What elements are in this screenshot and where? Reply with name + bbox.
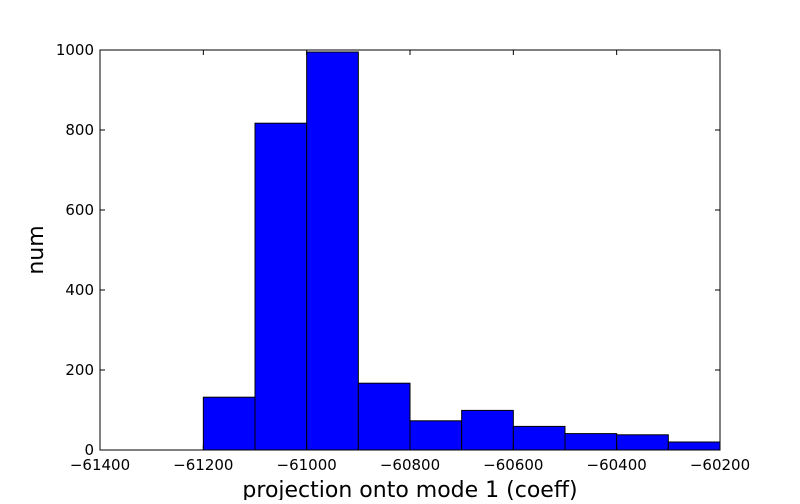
histogram-bar	[409, 420, 463, 451]
y-tick-label: 200	[65, 361, 94, 379]
histogram-bar	[461, 409, 514, 451]
histogram-bar	[616, 434, 669, 451]
x-tick-label: −61200	[173, 456, 233, 474]
histogram-bar	[512, 425, 566, 451]
histogram-bar	[357, 382, 411, 451]
y-tick-label: 800	[65, 121, 94, 139]
y-tick-label: 1000	[56, 41, 94, 59]
y-tick-label: 600	[65, 201, 94, 219]
x-axis-label: projection onto mode 1 (coeff)	[242, 478, 577, 500]
histogram-bar	[254, 122, 308, 451]
histogram-bar	[202, 396, 256, 451]
tick-labels-layer: −61400 −61200 −61000 −60800 −60600 −60400 −602…	[56, 41, 750, 474]
histogram-bar	[667, 441, 721, 451]
x-tick-label: −60200	[690, 456, 750, 474]
bars-layer	[202, 51, 721, 451]
x-tick-label: −60800	[380, 456, 440, 474]
histogram-bar	[306, 51, 359, 451]
x-tick-label: −60600	[483, 456, 543, 474]
y-tick-label: 400	[65, 281, 94, 299]
x-tick-label: −61000	[277, 456, 337, 474]
y-axis-label: num	[24, 225, 49, 274]
y-tick-label: 0	[84, 441, 94, 459]
ticks-layer	[99, 49, 721, 451]
x-tick-label: −61400	[70, 456, 130, 474]
histogram-bar	[564, 433, 618, 451]
x-tick-label: −60400	[587, 456, 647, 474]
